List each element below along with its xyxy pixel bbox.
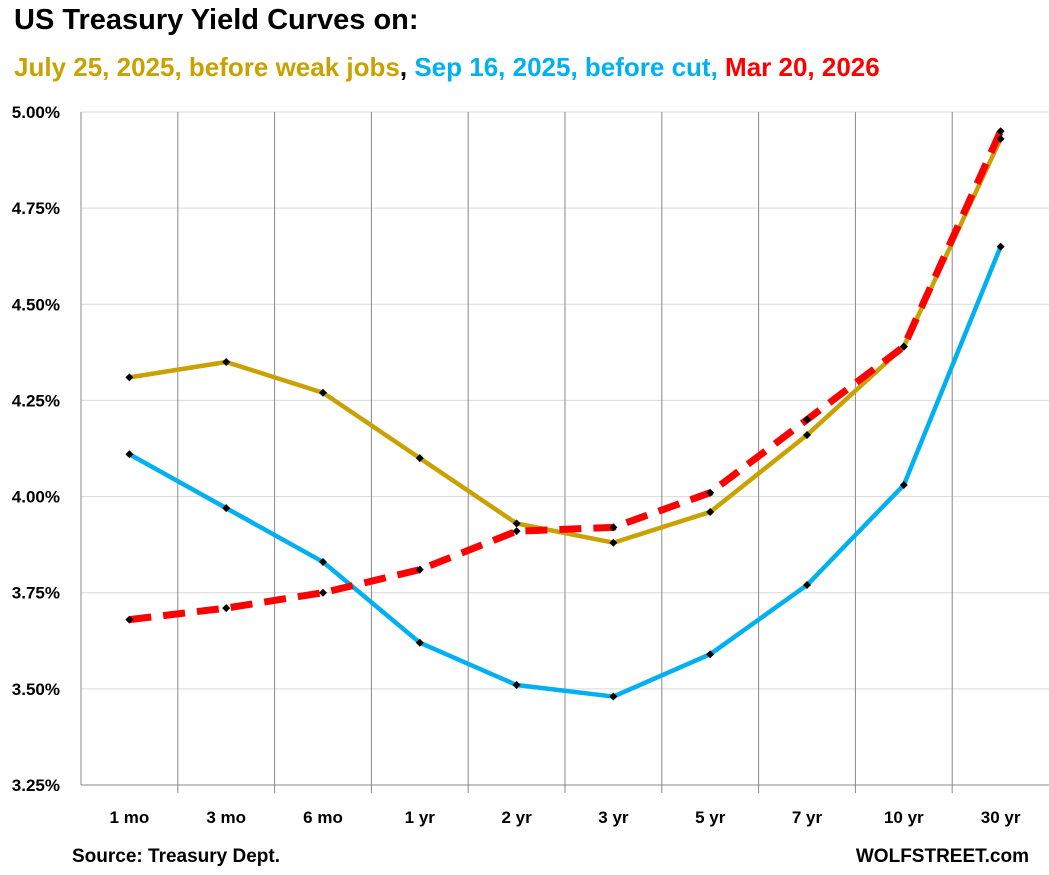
data-point-marker [899,481,908,490]
x-tick-label: 6 mo [303,808,343,827]
data-point-marker [899,342,908,351]
brand-label: WOLFSTREET.com [855,846,1029,867]
chart-subtitle: July 25, 2025, before weak jobs, Sep 16,… [14,52,880,83]
series-line-1 [128,245,1003,699]
data-point-marker [319,557,327,566]
x-tick-label: 5 yr [695,808,726,827]
y-tick-label: 3.25% [12,776,60,795]
series-line-2 [128,129,1004,624]
data-point-marker [803,415,811,424]
data-point-marker [512,527,521,536]
x-tick-label: 3 mo [206,808,246,827]
data-point-marker [415,565,424,574]
y-tick-label: 3.50% [12,680,60,699]
data-point-marker [125,450,134,459]
data-point-marker [996,242,1005,251]
x-tick-label: 30 yr [981,808,1021,827]
subtitle-part-blue: Sep 16, 2025, before cut, [414,52,726,82]
data-point-marker [319,388,327,397]
y-tick-label: 3.75% [12,584,60,603]
data-point-marker [706,650,715,659]
data-point-marker [512,519,521,528]
x-tick-label: 1 yr [405,808,436,827]
data-point-marker [512,681,521,690]
source-note: Source: Treasury Dept. [72,846,281,867]
data-point-marker [222,504,231,513]
data-point-marker [415,454,424,463]
series-line-0 [129,137,1003,545]
y-tick-label: 4.50% [12,295,60,314]
x-tick-label: 7 yr [792,808,823,827]
data-point-marker [222,357,231,366]
x-tick-label: 3 yr [598,808,629,827]
y-tick-label: 4.00% [12,488,60,507]
data-point-marker [706,488,715,497]
data-point-marker [706,507,715,516]
y-tick-label: 4.75% [12,199,60,218]
data-point-marker [609,692,618,701]
data-point-marker [803,581,811,590]
y-tick-label: 5.00% [12,103,60,122]
subtitle-part-gold: July 25, 2025, before weak jobs [14,52,400,82]
x-tick-label: 1 mo [110,808,150,827]
data-point-marker [803,431,811,440]
data-point-marker [125,373,134,382]
data-point-marker [609,538,618,547]
subtitle-part-red: Mar 20, 2026 [725,52,880,82]
subtitle-part-sep: , [399,52,415,82]
data-point-marker [222,604,231,613]
data-point-marker [996,127,1005,136]
data-point-marker [609,523,618,532]
data-point-marker [319,588,327,597]
x-tick-label: 10 yr [884,808,924,827]
y-tick-label: 4.25% [12,391,60,410]
data-point-marker [125,615,134,624]
x-tick-label: 2 yr [501,808,532,827]
chart-title: US Treasury Yield Curves on: [14,4,419,36]
data-point-marker [996,134,1005,143]
data-point-marker [415,638,424,647]
